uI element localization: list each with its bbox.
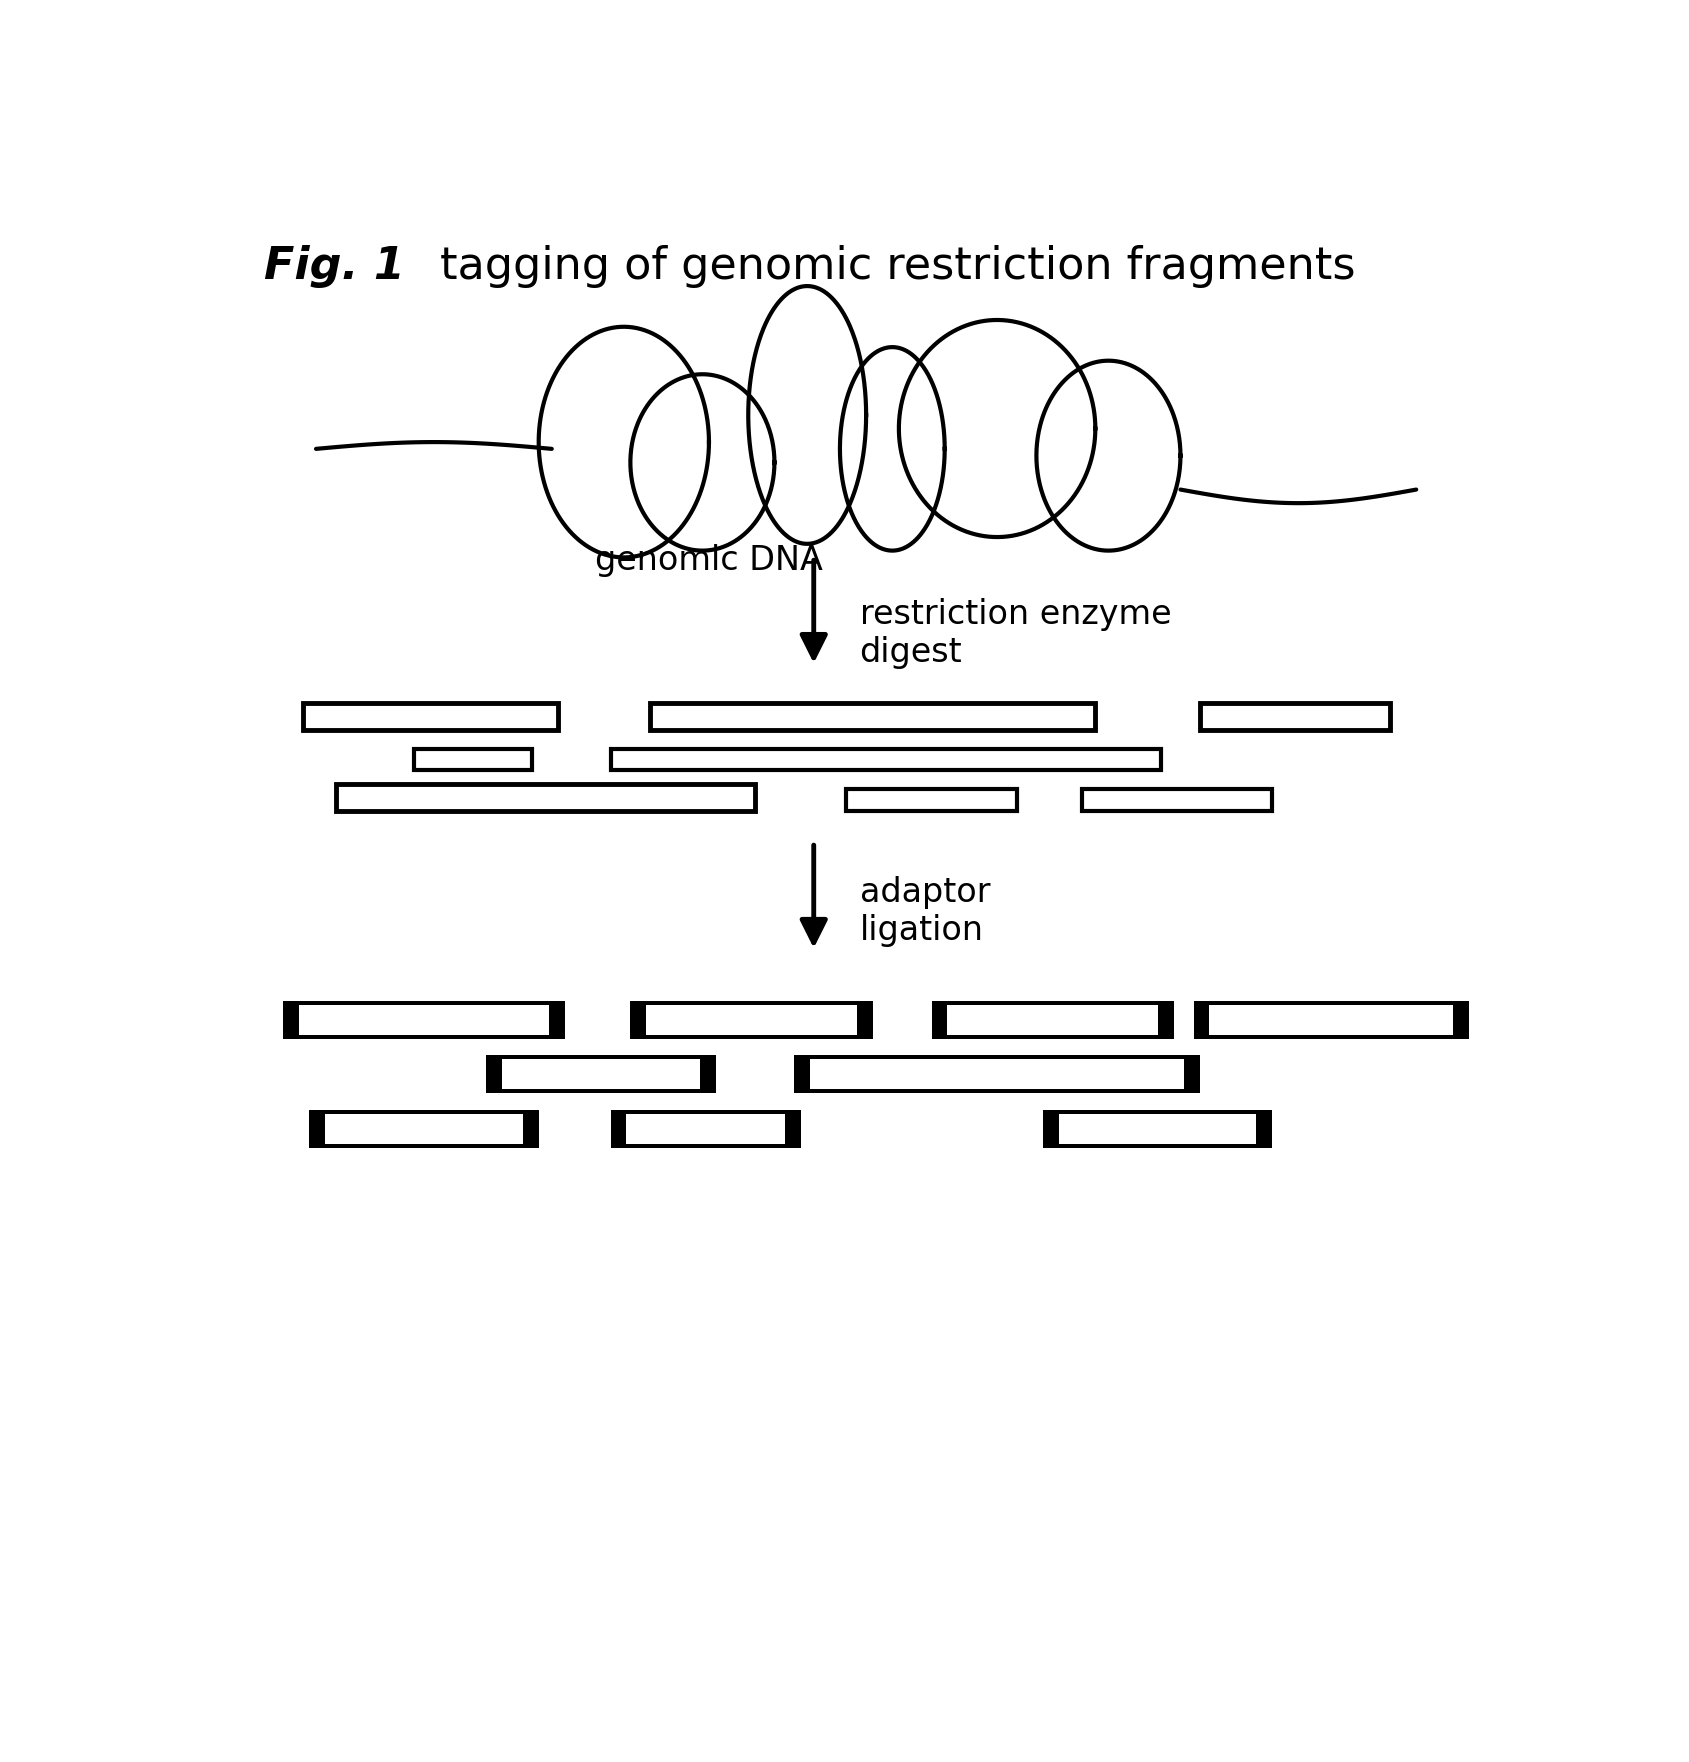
Bar bbox=[1192, 1001, 1468, 1040]
Text: restriction enzyme
digest: restriction enzyme digest bbox=[860, 597, 1170, 670]
Text: genomic DNA: genomic DNA bbox=[595, 544, 823, 576]
Bar bbox=[645, 1004, 856, 1034]
Bar bbox=[1042, 1110, 1272, 1147]
Bar bbox=[1081, 789, 1272, 811]
Bar bbox=[650, 703, 1094, 729]
Bar bbox=[630, 1001, 872, 1040]
Bar bbox=[414, 749, 532, 770]
Bar bbox=[336, 784, 755, 811]
Text: tagging of genomic restriction fragments: tagging of genomic restriction fragments bbox=[441, 245, 1355, 289]
Bar bbox=[948, 1004, 1157, 1034]
Bar bbox=[1199, 703, 1388, 729]
Bar bbox=[502, 1059, 699, 1089]
Bar bbox=[794, 1055, 1199, 1092]
Bar bbox=[486, 1055, 714, 1092]
Text: adaptor
ligation: adaptor ligation bbox=[860, 876, 990, 948]
Bar bbox=[610, 1110, 801, 1147]
Bar bbox=[931, 1001, 1174, 1040]
Bar bbox=[1057, 1114, 1255, 1144]
Bar bbox=[1209, 1004, 1453, 1034]
Bar bbox=[324, 1114, 522, 1144]
Bar bbox=[299, 1004, 549, 1034]
Bar bbox=[610, 749, 1160, 770]
Bar bbox=[309, 1110, 539, 1147]
Bar bbox=[809, 1059, 1184, 1089]
Bar bbox=[846, 789, 1017, 811]
Bar bbox=[302, 703, 557, 729]
Bar bbox=[284, 1001, 564, 1040]
Text: Fig. 1: Fig. 1 bbox=[263, 245, 404, 289]
Bar bbox=[627, 1114, 784, 1144]
